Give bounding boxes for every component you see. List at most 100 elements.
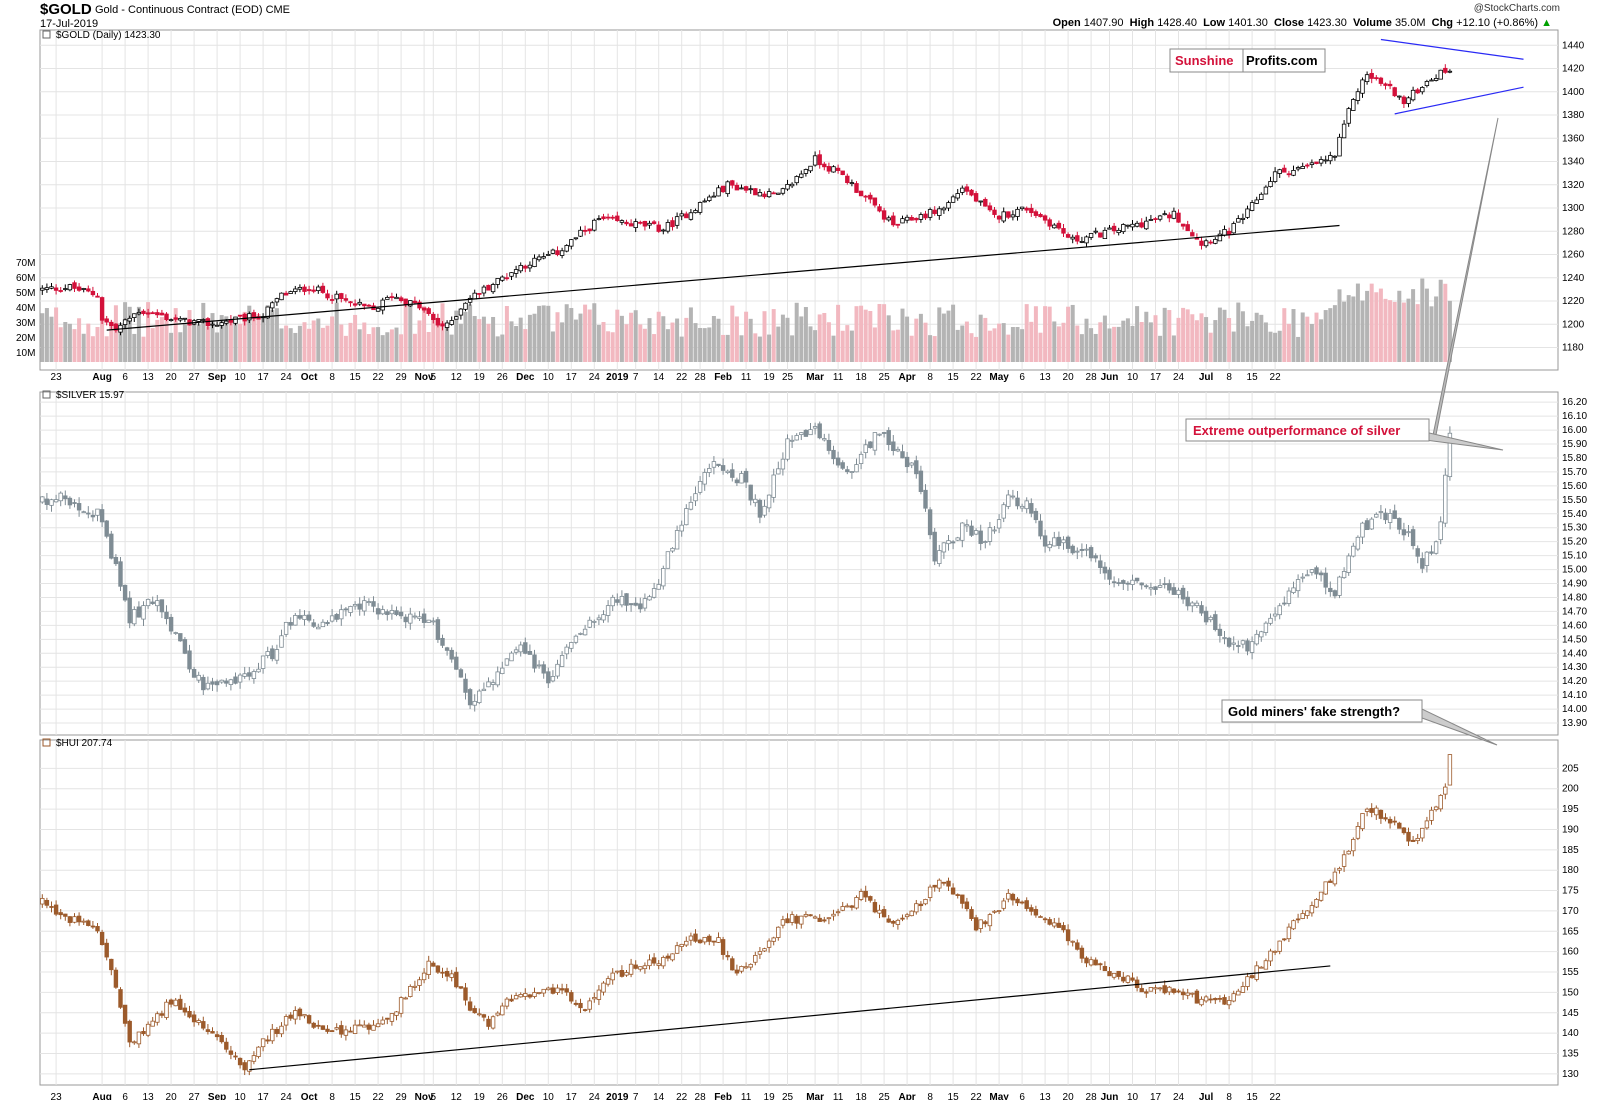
volume-bar xyxy=(1309,323,1314,362)
candle-body xyxy=(1010,893,1016,901)
gold-candles xyxy=(40,64,1453,336)
y-tick-label: 14.10 xyxy=(1562,690,1587,701)
candle-body xyxy=(1176,212,1181,223)
x-tick-label: 10 xyxy=(1127,1092,1139,1100)
volume-bar xyxy=(1020,329,1025,362)
volume-bar xyxy=(445,326,450,362)
y-tick-label: 15.80 xyxy=(1562,453,1587,464)
candle-body xyxy=(1056,222,1062,229)
candle-body xyxy=(1374,807,1379,816)
candle-body xyxy=(1410,529,1416,547)
candle-body xyxy=(1038,916,1043,918)
candle-body xyxy=(1268,181,1273,188)
candle-body xyxy=(1314,899,1319,908)
candle-body xyxy=(467,297,473,303)
volume-bar xyxy=(1319,319,1324,362)
candle-body xyxy=(762,505,767,516)
candle-body xyxy=(1042,215,1048,221)
volume-bar xyxy=(1010,327,1015,362)
volume-bar xyxy=(1190,314,1195,362)
candle-body xyxy=(1185,596,1190,607)
x-tick-label: 19 xyxy=(474,1092,486,1100)
candle-body xyxy=(780,919,786,926)
candle-body xyxy=(449,320,454,325)
candle-body xyxy=(109,321,114,327)
candle-body xyxy=(596,617,602,621)
candle-body xyxy=(173,999,178,1007)
candle-body xyxy=(1259,966,1264,969)
y-tick-label: 14.80 xyxy=(1562,592,1587,603)
candle-body xyxy=(403,298,408,306)
volume-bar xyxy=(233,323,238,362)
candle-body xyxy=(845,175,850,183)
candle-body xyxy=(302,1014,307,1017)
candle-body xyxy=(863,890,868,898)
x-tick-label: 13 xyxy=(1040,372,1052,383)
x-tick-label: 24 xyxy=(1173,372,1185,383)
candle-body xyxy=(366,1024,372,1030)
candle-body xyxy=(596,989,602,1000)
candle-body xyxy=(978,530,983,544)
candle-body xyxy=(1378,809,1384,819)
candle-body xyxy=(546,987,551,991)
x-tick-label: 26 xyxy=(497,372,509,383)
candle-body xyxy=(743,966,749,969)
silver-annotation: Extreme outperformance of silver xyxy=(1185,117,1504,451)
candle-body xyxy=(909,462,914,466)
candle-body xyxy=(877,206,882,212)
candle-body xyxy=(357,603,362,610)
candle-body xyxy=(81,511,86,514)
y-tick-label: 16.10 xyxy=(1562,411,1587,422)
candle-body xyxy=(858,453,864,464)
candle-body xyxy=(582,229,588,232)
candle-body xyxy=(927,209,933,218)
candle-body xyxy=(734,184,740,191)
candle-body xyxy=(854,464,859,473)
candle-body xyxy=(1378,77,1384,84)
volume-bar xyxy=(1102,315,1107,362)
candle-body xyxy=(996,519,1002,529)
candle-body xyxy=(1387,818,1393,824)
candle-body xyxy=(642,965,648,970)
volume-bar xyxy=(118,323,123,362)
candle-body xyxy=(1047,544,1052,549)
y-tick-label: 170 xyxy=(1562,906,1579,917)
candle-body xyxy=(1116,582,1121,585)
candle-body xyxy=(555,663,560,677)
volume-bar xyxy=(95,326,100,362)
volume-bar xyxy=(895,329,900,362)
candle-body xyxy=(1433,78,1439,81)
candle-body xyxy=(987,527,993,542)
candle-body xyxy=(941,542,947,553)
volume-bar xyxy=(385,332,390,362)
candle-body xyxy=(826,439,832,451)
candle-body xyxy=(297,286,303,290)
y-tick-label: 195 xyxy=(1562,804,1579,815)
candle-body xyxy=(1167,986,1172,993)
candle-body xyxy=(1176,589,1181,596)
candle-body xyxy=(679,213,684,217)
candle-body xyxy=(127,317,132,322)
volume-bar xyxy=(592,303,597,362)
candle-body xyxy=(1121,580,1126,584)
candle-body xyxy=(1231,993,1236,1002)
candle-body xyxy=(665,551,671,569)
volume-bar xyxy=(1066,306,1071,362)
candle-body xyxy=(983,541,988,543)
candle-body xyxy=(812,426,818,429)
candle-body xyxy=(408,613,413,624)
candle-body xyxy=(1360,522,1365,538)
candle-body xyxy=(757,951,763,955)
x-tick-label: 22 xyxy=(373,372,385,383)
candle-body xyxy=(1047,919,1052,925)
y-tick-label: 155 xyxy=(1562,967,1579,978)
candle-body xyxy=(1328,587,1333,593)
x-tick-label: 15 xyxy=(1247,372,1259,383)
candle-body xyxy=(895,448,901,452)
candle-body xyxy=(1429,551,1434,554)
candle-body xyxy=(1341,571,1347,579)
candle-body xyxy=(1006,892,1011,900)
volume-bar xyxy=(293,332,298,362)
candle-body xyxy=(1415,89,1420,94)
candle-body xyxy=(454,656,459,670)
